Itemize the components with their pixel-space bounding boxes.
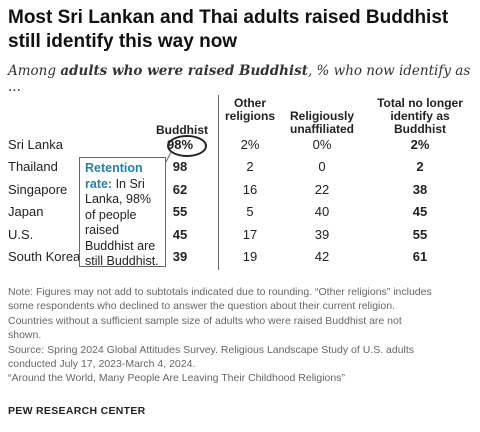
table-cell: 19 <box>242 249 258 264</box>
retention-callout: Retention rate: In Sri Lanka, 98% of peo… <box>79 157 166 268</box>
table-cell: 62 <box>172 182 188 197</box>
report-title: “Around the World, Many People Are Leavi… <box>8 372 345 385</box>
table-cell: 2 <box>246 159 254 174</box>
header-buddhist: Buddhist <box>156 123 208 137</box>
note-line: shown. <box>8 329 42 342</box>
table-cell: 39 <box>172 249 188 264</box>
table-cell: 17 <box>242 227 258 242</box>
header-unaffiliated: Religiously unaffiliated <box>289 109 354 136</box>
table-cell: 61 <box>412 249 428 264</box>
row-label: South Korea <box>8 249 81 264</box>
chart-subtitle: Among adults who were raised Buddhist, %… <box>8 63 471 95</box>
notes: Note: Figures may not add to subtotals i… <box>8 285 474 386</box>
table-cell: 2% <box>410 137 430 152</box>
note-line: Note: Figures may not add to subtotals i… <box>8 286 432 298</box>
table-cell: 2 <box>416 159 424 174</box>
row-label: Thailand <box>8 159 58 174</box>
header-total-no-longer: Total no longer identify as Buddhist <box>377 96 463 136</box>
table-cell: 55 <box>172 204 188 219</box>
source-line: conducted July 17, 2023-March 4, 2024. <box>8 358 196 371</box>
column-divider <box>218 95 219 270</box>
table-cell: 42 <box>314 249 330 264</box>
note-line: some respondents who declined to answer … <box>8 300 395 313</box>
row-label: Sri Lanka <box>8 137 63 152</box>
table-cell: 0 <box>318 159 326 174</box>
table-cell: 45 <box>412 204 428 219</box>
table-cell: 45 <box>172 227 188 242</box>
table-cell: 16 <box>242 182 258 197</box>
header-other-religions: Other religions <box>224 96 275 123</box>
table-cell: 22 <box>314 182 330 197</box>
table-cell: 5 <box>246 204 254 219</box>
row-label: U.S. <box>8 227 34 242</box>
table-cell: 55 <box>412 227 428 242</box>
table-cell: 38 <box>412 182 428 197</box>
table-cell: 39 <box>314 227 330 242</box>
highlight-circle <box>167 135 207 157</box>
source-line: Source: Spring 2024 Global Attitudes Sur… <box>8 343 415 356</box>
note-line: Countries without a sufficient sample si… <box>8 314 402 327</box>
brand-logo-text: PEW RESEARCH CENTER <box>8 405 146 417</box>
chart-title: Most Sri Lankan and Thai adults raised B… <box>8 7 449 52</box>
table-cell: 0% <box>312 137 332 152</box>
row-label: Japan <box>8 204 44 219</box>
row-label: Singapore <box>8 182 68 197</box>
table-cell: 2% <box>240 137 260 152</box>
table-cell: 98 <box>172 159 188 174</box>
table-cell: 40 <box>314 204 330 219</box>
